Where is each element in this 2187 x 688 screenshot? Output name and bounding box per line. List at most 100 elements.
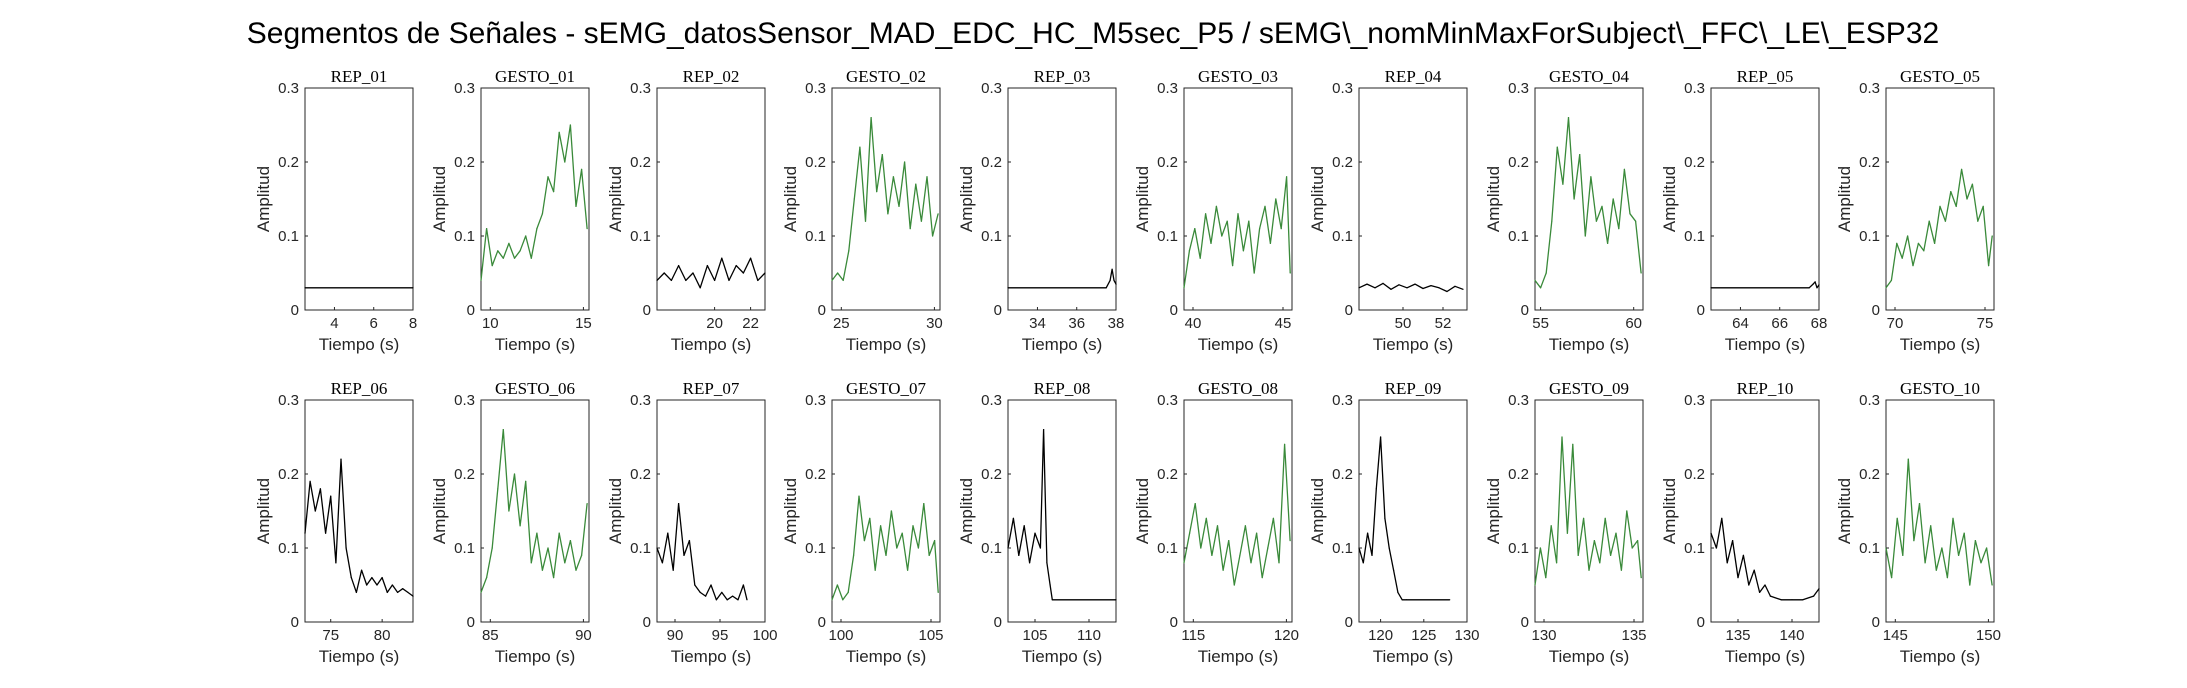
y-axis-label: Amplitud [1308,166,1327,232]
y-axis-label: Amplitud [1484,166,1503,232]
data-point [876,191,878,193]
y-tick-label: 0.3 [805,80,826,97]
y-tick-label: 0.1 [1157,540,1178,557]
data-point [1261,577,1263,579]
axes-box [831,87,941,311]
y-tick-label: 0.3 [454,392,475,409]
data-point [1242,250,1244,252]
x-tick-label: 8 [409,315,417,332]
data-point [1986,547,1988,549]
data-point [1802,599,1804,601]
data-point [1631,547,1633,549]
data-point [896,547,898,549]
subplot-rep-05: 0 0.1 0.2 0.3 64 66 68 REP_05 Tiempo (s) Amplitud [1660,67,1827,354]
y-axis-label: Amplitud [1835,166,1854,232]
data-point [530,257,532,259]
data-point [1715,547,1717,549]
data-point [1583,517,1585,520]
x-tick-label: 6 [370,315,378,332]
data-point [1969,584,1971,586]
data-point [1233,584,1235,586]
data-point [1907,235,1909,237]
x-axis-label: Tiempo (s) [1900,335,1981,354]
data-point [1430,285,1432,287]
data-point [1950,191,1952,193]
subplot-rep-01: 0 0.1 0.2 0.3 4 6 8 REP_01 Tiempo (s) Amplitud [254,67,417,354]
data-point [1397,591,1399,594]
data-point [688,540,691,542]
data-point [912,525,914,527]
x-tick-label: 68 [1811,315,1828,332]
y-tick-label: 0.2 [1157,154,1178,171]
data-point [1390,288,1392,290]
data-point [491,265,493,267]
y-tick-label: 0.2 [1684,466,1705,483]
x-tick-label: 55 [1532,315,1549,332]
y-tick-label: 0 [1170,614,1178,631]
y-axis-label: Amplitud [606,166,625,232]
data-point [937,213,939,215]
data-point [1748,584,1750,586]
x-tick-label: 130 [1531,627,1556,644]
x-axis-label: Tiempo (s) [495,335,576,354]
subplot-gesto-06: 0 0.1 0.2 0.3 85 90 GESTO_06 Tiempo (s) Amplitud [430,379,592,666]
data-point [1248,220,1250,222]
data-point [1952,517,1954,520]
y-tick-label: 0 [643,614,651,631]
axes-box [831,399,941,623]
y-tick-label: 0.1 [1508,228,1529,245]
subplot-gesto-08: 0 0.1 0.2 0.3 115 120 GESTO_08 Tiempo (s) Amplit… [1133,379,1299,666]
data-point [937,591,939,594]
axes-box [1534,399,1644,623]
data-point [750,257,752,259]
y-tick-label: 0 [818,302,826,319]
data-point [402,588,404,590]
data-point [923,503,925,505]
data-point [1113,279,1115,281]
y-tick-label: 0.2 [1859,154,1880,171]
data-point [1812,283,1814,285]
data-point [661,562,664,564]
data-point [1188,250,1190,252]
data-point [1732,540,1734,542]
data-point [721,591,723,594]
data-point [1939,205,1941,207]
y-tick-label: 0 [1521,614,1529,631]
x-tick-label: 135 [1621,627,1646,644]
data-point [1211,554,1213,557]
data-point [728,279,730,281]
data-point [1579,154,1581,156]
data-point [355,591,357,594]
y-tick-label: 0 [1345,302,1353,319]
data-point [569,540,572,542]
y-tick-label: 0.1 [278,540,299,557]
data-point [1623,168,1625,170]
subplot-title: REP_09 [1385,379,1442,398]
subplot-gesto-09: 0 0.1 0.2 0.3 130 135 GESTO_09 Tiempo (s) Amplit… [1484,379,1647,666]
data-point [1275,198,1277,200]
y-tick-label: 0.1 [805,540,826,557]
x-axis-label: Tiempo (s) [1549,335,1630,354]
data-point [497,488,499,490]
x-tick-label: 115 [1181,627,1205,644]
data-point [1384,517,1386,520]
data-point [1382,282,1384,284]
series-line [1358,282,1464,293]
x-tick-label: 15 [575,315,592,332]
axes-box [304,87,414,311]
subplot-rep-02: 0 0.1 0.2 0.3 20 22 REP_02 Tiempo (s) Amplitud [606,67,766,354]
y-axis-label: Amplitud [1308,478,1327,544]
data-point [575,205,577,207]
y-axis-label: Amplitud [606,478,625,544]
y-tick-label: 0.1 [1684,228,1705,245]
data-point [1109,279,1111,281]
x-tick-label: 64 [1732,315,1749,332]
data-point [1896,517,1898,520]
y-tick-label: 0 [467,302,475,319]
series-line [1008,268,1117,289]
data-point [304,532,306,534]
data-point [1640,272,1642,274]
data-point [1607,242,1609,244]
data-point [1215,205,1217,207]
